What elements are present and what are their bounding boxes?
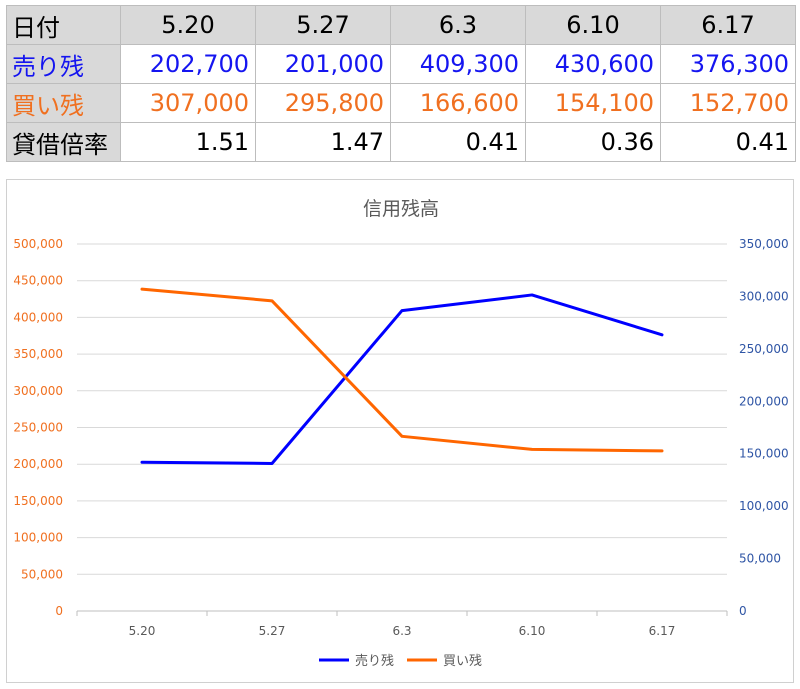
right-axis-tick-label: 50,000 xyxy=(739,552,781,566)
right-axis-tick-label: 350,000 xyxy=(739,237,789,251)
date-header-label: 日付 xyxy=(6,5,121,45)
table-cell: 154,100 xyxy=(525,83,661,123)
table-cell: 307,000 xyxy=(120,83,256,123)
table-cell: 201,000 xyxy=(255,44,391,84)
left-axis-tick-label: 250,000 xyxy=(13,421,63,435)
row-label-sell: 売り残 xyxy=(6,44,121,84)
left-axis-tick-label: 500,000 xyxy=(13,237,63,251)
margin-balance-table: 日付 5.20 5.27 6.3 6.10 6.17 売り残 202,700 2… xyxy=(6,5,796,162)
left-axis-tick-label: 0 xyxy=(55,604,63,618)
date-cell: 5.20 xyxy=(120,5,256,45)
series-line-sell xyxy=(140,293,664,465)
table-cell: 376,300 xyxy=(660,44,796,84)
right-axis-tick-label: 250,000 xyxy=(739,342,789,356)
table-cell: 202,700 xyxy=(120,44,256,84)
left-axis-tick-label: 50,000 xyxy=(21,567,63,581)
legend-label: 買い残 xyxy=(443,654,482,669)
left-axis-tick-label: 350,000 xyxy=(13,347,63,361)
x-axis-tick-label: 5.27 xyxy=(259,624,286,638)
date-cell: 6.3 xyxy=(390,5,526,45)
legend-label: 売り残 xyxy=(355,653,394,669)
x-axis-tick-label: 6.10 xyxy=(519,624,546,638)
date-cell: 5.27 xyxy=(255,5,391,45)
table-cell: 430,600 xyxy=(525,44,661,84)
table-row-sell: 売り残 202,700 201,000 409,300 430,600 376,… xyxy=(6,44,796,84)
left-axis-tick-label: 150,000 xyxy=(13,494,63,508)
table-cell: 295,800 xyxy=(255,83,391,123)
line-chart: 信用残高 0 50,000 100,000 150,000 200,000 250,000 3… xyxy=(13,198,789,669)
table-cell: 166,600 xyxy=(390,83,526,123)
chart-title: 信用残高 xyxy=(363,198,439,220)
left-axis-tick-label: 300,000 xyxy=(13,384,63,398)
right-axis-tick-label: 150,000 xyxy=(739,447,789,461)
table-cell: 0.41 xyxy=(660,122,796,162)
right-axis-tick-label: 300,000 xyxy=(739,289,789,303)
table-row-buy: 買い残 307,000 295,800 166,600 154,100 152,… xyxy=(6,83,796,123)
row-label-buy: 買い残 xyxy=(6,83,121,123)
left-axis-tick-label: 200,000 xyxy=(13,457,63,471)
table-cell: 0.41 xyxy=(390,122,526,162)
left-axis-tick-label: 100,000 xyxy=(13,531,63,545)
row-label-ratio: 貸借倍率 xyxy=(6,122,121,162)
left-axis-tick-label: 400,000 xyxy=(13,310,63,324)
series-line-buy xyxy=(140,287,664,453)
date-cell: 6.10 xyxy=(525,5,661,45)
left-axis-tick-label: 450,000 xyxy=(13,274,63,288)
table-cell: 1.47 xyxy=(255,122,391,162)
table-cell: 152,700 xyxy=(660,83,796,123)
x-axis-tick-label: 5.20 xyxy=(129,624,156,638)
chart-area: 信用残高 0 50,000 100,000 150,000 200,000 250,000 3… xyxy=(6,179,794,683)
table-header-row: 日付 5.20 5.27 6.3 6.10 6.17 xyxy=(6,5,796,45)
table-row-ratio: 貸借倍率 1.51 1.47 0.41 0.36 0.41 xyxy=(6,122,796,162)
table-cell: 409,300 xyxy=(390,44,526,84)
right-axis-tick-label: 0 xyxy=(739,604,747,618)
x-axis-tick-label: 6.3 xyxy=(392,624,411,638)
right-axis-tick-label: 200,000 xyxy=(739,394,789,408)
table-cell: 1.51 xyxy=(120,122,256,162)
table-cell: 0.36 xyxy=(525,122,661,162)
x-axis-tick-label: 6.17 xyxy=(649,624,676,638)
right-axis-tick-label: 100,000 xyxy=(739,499,789,513)
date-cell: 6.17 xyxy=(660,5,796,45)
